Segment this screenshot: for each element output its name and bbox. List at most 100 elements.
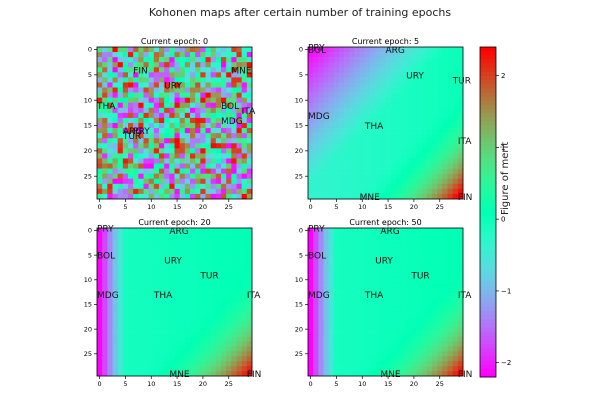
- heatmap-cell: [328, 133, 335, 139]
- heatmap-cell: [390, 163, 397, 169]
- heatmap-cell: [390, 112, 397, 119]
- heatmap-cell: [148, 346, 155, 352]
- heatmap-cell: [426, 107, 433, 114]
- heatmap-cell: [354, 97, 360, 104]
- heatmap-cell: [97, 102, 103, 109]
- heatmap-cell: [447, 287, 453, 293]
- heatmap-cell: [236, 356, 242, 362]
- heatmap-cell: [143, 107, 149, 114]
- heatmap-cell: [184, 262, 191, 268]
- heatmap-cell: [184, 183, 191, 190]
- heatmap-cell: [226, 302, 232, 308]
- heatmap-cell: [133, 168, 139, 174]
- heatmap-cell: [174, 292, 180, 298]
- heatmap-cell: [370, 148, 376, 154]
- heatmap-cell: [442, 72, 448, 78]
- heatmap-cell: [205, 257, 211, 263]
- heatmap-cell: [241, 252, 248, 258]
- heatmap-cell: [437, 316, 443, 323]
- heatmap-cell: [411, 158, 417, 164]
- heatmap-cell: [411, 178, 417, 185]
- heatmap-cell: [313, 123, 319, 129]
- heatmap-cell: [179, 123, 186, 129]
- heatmap-cell: [339, 158, 345, 164]
- heatmap-cell: [323, 158, 329, 164]
- heatmap-cell: [318, 143, 324, 149]
- heatmap-cell: [406, 242, 412, 249]
- heatmap-cell: [344, 228, 350, 234]
- heatmap-cell: [375, 272, 381, 278]
- heatmap-cell: [359, 371, 366, 377]
- heatmap-cell: [164, 366, 170, 372]
- heatmap-cell: [385, 57, 391, 63]
- heatmap-cell: [380, 148, 386, 154]
- heatmap-cell: [128, 366, 134, 372]
- heatmap-cell: [344, 133, 350, 139]
- colorbar-segment: [480, 290, 496, 296]
- heatmap-cell: [442, 267, 448, 273]
- heatmap-cell: [190, 272, 196, 278]
- heatmap-cell: [401, 77, 407, 83]
- heatmap-cell: [447, 52, 453, 58]
- heatmap-cell: [190, 173, 196, 180]
- heatmap-cell: [190, 47, 196, 53]
- heatmap-cell: [122, 292, 129, 298]
- heatmap-cell: [174, 128, 180, 134]
- heatmap-cell: [333, 351, 340, 357]
- heatmap-cell: [107, 297, 113, 303]
- heatmap-cell: [344, 277, 350, 283]
- heatmap-cell: [359, 163, 366, 169]
- heatmap-cell: [380, 112, 386, 119]
- heatmap-cell: [354, 287, 360, 293]
- heatmap-cell: [236, 326, 242, 332]
- heatmap-cell: [375, 232, 381, 239]
- heatmap-cell: [236, 112, 242, 119]
- heatmap-cell: [231, 371, 237, 377]
- heatmap-cell: [333, 282, 340, 288]
- heatmap-cell: [364, 346, 371, 352]
- heatmap-cell: [401, 92, 407, 98]
- heatmap-cell: [432, 148, 438, 154]
- heatmap-cell: [133, 188, 139, 195]
- heatmap-cell: [323, 316, 329, 323]
- heatmap-cell: [169, 178, 175, 185]
- heatmap-cell: [457, 341, 464, 347]
- heatmap-cell: [395, 123, 402, 129]
- heatmap-cell: [370, 168, 376, 174]
- heatmap-cell: [457, 306, 464, 313]
- heatmap-cell: [179, 87, 186, 93]
- heatmap-cell: [359, 148, 366, 154]
- heatmap-cell: [328, 351, 335, 357]
- heatmap-cell: [385, 158, 391, 164]
- heatmap-cell: [117, 143, 124, 149]
- colorbar-segment: [480, 294, 496, 300]
- heatmap-cell: [112, 366, 118, 372]
- heatmap-cell: [328, 341, 335, 347]
- heatmap-cell: [231, 188, 237, 195]
- heatmap-cell: [122, 117, 129, 124]
- heatmap-cell: [133, 366, 139, 372]
- heatmap-cell: [107, 67, 113, 73]
- heatmap-cell: [112, 117, 118, 124]
- heatmap-cell: [179, 302, 186, 308]
- heatmap-cell: [112, 72, 118, 78]
- heatmap-cell: [308, 321, 314, 327]
- heatmap-cell: [174, 336, 180, 342]
- heatmap-cell: [226, 117, 232, 124]
- country-label-tur: TUR: [199, 271, 218, 281]
- heatmap-cell: [159, 356, 165, 362]
- heatmap-cell: [159, 82, 165, 88]
- heatmap-cell: [333, 306, 340, 313]
- heatmap-cell: [231, 123, 237, 129]
- heatmap-cell: [364, 331, 371, 337]
- heatmap-cell: [457, 163, 464, 169]
- heatmap-cell: [184, 341, 191, 347]
- heatmap-cell: [153, 67, 160, 73]
- heatmap-cell: [349, 193, 355, 200]
- heatmap-cell: [333, 97, 340, 104]
- heatmap-cell: [148, 123, 155, 129]
- heatmap-cell: [447, 153, 453, 159]
- heatmap-cell: [426, 316, 433, 323]
- heatmap-cell: [354, 242, 360, 249]
- heatmap-cell: [390, 47, 397, 53]
